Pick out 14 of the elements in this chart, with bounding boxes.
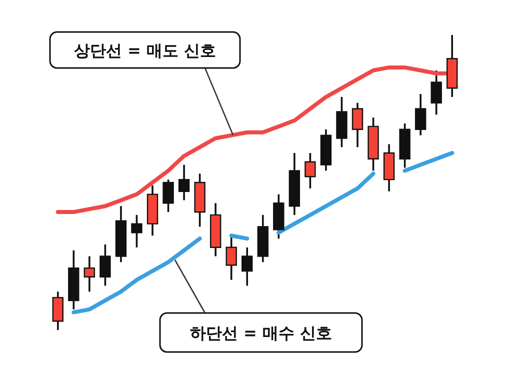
candlestick: [242, 246, 253, 287]
candlestick: [52, 290, 64, 331]
candlestick: [226, 234, 237, 281]
candlestick: [304, 152, 316, 190]
candlestick: [162, 178, 174, 213]
annotation: 하단선 = 매수 신호: [190, 324, 332, 342]
candlestick: [414, 93, 426, 136]
candlestick: [352, 102, 364, 148]
candlestick: [84, 255, 96, 293]
annotation: 상단선 = 매도 신호: [74, 41, 216, 60]
candlestick: [100, 244, 111, 287]
candlestick: [131, 214, 142, 248]
candlestick: [430, 70, 442, 116]
candlestick: [178, 164, 190, 202]
